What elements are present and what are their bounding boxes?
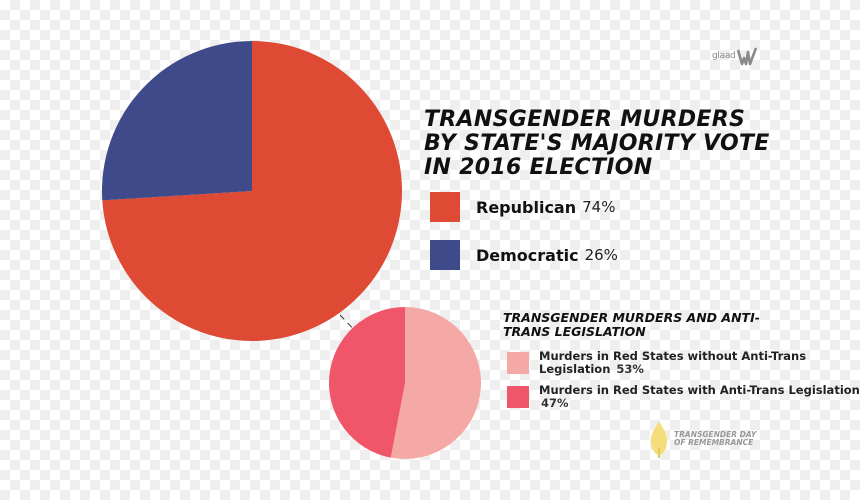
legend-pct-democratic: 26%	[584, 246, 618, 264]
main-legend: Republican 74% Democratic 26%	[430, 192, 618, 270]
legend-label-republican: Republican	[476, 197, 577, 217]
sub-legend: Murders in Red States without Anti-Trans…	[507, 350, 860, 410]
tdor-text: TRANSGENDER DAY OF REMEMBRANCE	[674, 430, 757, 447]
legend-pct-without-legislation: 53%	[616, 362, 644, 376]
legend-item-democratic: Democratic 26%	[430, 240, 618, 270]
legend-text-without-legislation: Murders in Red States without Anti-Trans…	[539, 349, 807, 376]
tdor-logo: TRANSGENDER DAY OF REMEMBRANCE	[648, 420, 764, 458]
pie-slice-republican	[102, 41, 402, 342]
legend-swatch-with-legislation	[507, 386, 529, 408]
legend-item-with-legislation: Murders in Red States with Anti-Trans Le…	[507, 384, 860, 410]
legend-swatch-republican	[430, 192, 460, 222]
main-pie-chart	[101, 41, 402, 342]
legend-pct-with-legislation: 47%	[541, 396, 569, 410]
sub-pie-chart	[328, 307, 481, 459]
logo-text: glaad	[712, 51, 736, 61]
legend-label-democratic: Democratic	[476, 245, 579, 265]
pie-slice-democratic	[101, 41, 252, 201]
pie-slice-with-legislation	[328, 307, 405, 458]
pie-slice-without-legislation	[390, 307, 481, 459]
legend-item-without-legislation: Murders in Red States without Anti-Trans…	[507, 350, 860, 376]
candle-flame-icon	[650, 421, 668, 458]
legend-swatch-democratic	[430, 240, 460, 270]
glaad-logo: glaad	[712, 46, 758, 66]
legend-swatch-without-legislation	[507, 352, 529, 374]
legend-pct-republican: 74%	[582, 198, 616, 216]
legend-text-with-legislation: Murders in Red States with Anti-Trans Le…	[539, 383, 860, 397]
legend-item-republican: Republican 74%	[430, 192, 618, 222]
sub-chart-title: TRANSGENDER MURDERS AND ANTI-TRANS LEGIS…	[503, 310, 760, 339]
glaad-logo-icon	[737, 47, 758, 66]
main-chart-title: TRANSGENDER MURDERS BY STATE'S MAJORITY …	[424, 107, 770, 180]
legend-label-without-legislation: Murders in Red States without Anti-Trans…	[539, 350, 860, 376]
legend-label-with-legislation: Murders in Red States with Anti-Trans Le…	[539, 384, 860, 410]
